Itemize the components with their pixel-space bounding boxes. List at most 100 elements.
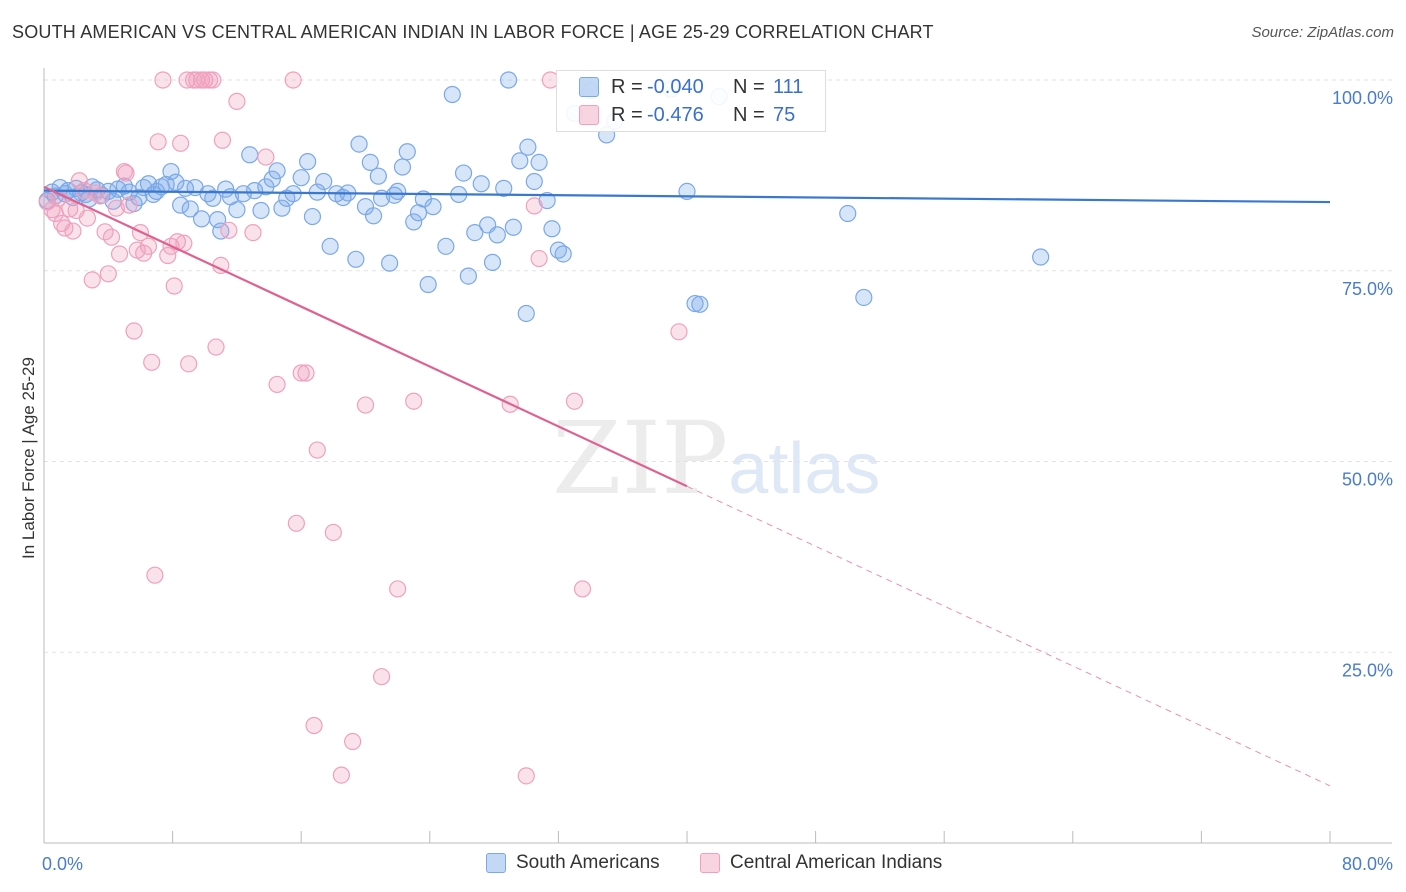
- data-point: [125, 322, 143, 340]
- data-point: [61, 200, 79, 218]
- data-point: [538, 191, 556, 210]
- legend-swatch-blue: [486, 853, 506, 873]
- data-point: [213, 131, 232, 149]
- data-point: [381, 254, 399, 272]
- legend-n-value: 75: [773, 103, 796, 126]
- legend-label: South Americans: [516, 852, 660, 873]
- data-point: [178, 71, 196, 89]
- data-point: [419, 275, 437, 294]
- legend-swatch-blue: [579, 77, 599, 97]
- data-point: [424, 198, 442, 216]
- data-point: [199, 185, 217, 203]
- legend-item-central-american-indians[interactable]: Central American Indians: [700, 852, 942, 874]
- legend-r-label: R =: [611, 75, 643, 98]
- watermark: ZIPatlas: [552, 400, 880, 517]
- data-point: [519, 138, 537, 156]
- data-point: [855, 288, 873, 307]
- data-point: [364, 207, 383, 225]
- trend-lines: [43, 185, 1331, 787]
- data-point: [86, 184, 105, 202]
- data-point: [143, 353, 161, 371]
- data-point: [64, 222, 82, 240]
- data-point: [573, 580, 592, 598]
- data-point: [332, 766, 350, 784]
- data-point: [83, 271, 101, 289]
- data-point: [398, 143, 416, 161]
- data-point: [495, 179, 513, 197]
- watermark-atlas: atlas: [728, 429, 881, 509]
- data-point: [167, 173, 185, 191]
- data-point: [102, 228, 121, 246]
- data-point: [220, 221, 238, 239]
- legend-r-label: R =: [611, 103, 643, 126]
- data-point: [139, 237, 158, 255]
- data-point: [165, 277, 183, 295]
- data-point: [324, 523, 342, 542]
- data-point: [315, 172, 333, 191]
- data-point: [228, 201, 246, 219]
- data-point: [1032, 248, 1050, 266]
- data-point: [117, 164, 135, 182]
- data-point: [554, 245, 572, 263]
- data-point: [172, 196, 190, 214]
- x-ticks: [43, 831, 1331, 843]
- data-point: [159, 246, 177, 265]
- data-point: [244, 224, 262, 242]
- data-point: [207, 338, 225, 356]
- legend-n-label: N =: [733, 103, 765, 126]
- legend-r-value: -0.040: [647, 75, 704, 98]
- data-point: [686, 294, 704, 313]
- data-point: [180, 355, 198, 373]
- data-point: [273, 199, 291, 217]
- data-point: [154, 71, 172, 89]
- data-point: [504, 218, 522, 236]
- data-point: [228, 92, 246, 110]
- data-point: [146, 566, 164, 584]
- legend-r-value: -0.476: [647, 103, 704, 126]
- legend-item-south-americans[interactable]: South Americans: [486, 852, 660, 874]
- data-point: [459, 267, 477, 285]
- data-point: [525, 197, 543, 215]
- data-point: [530, 153, 548, 172]
- data-point: [292, 364, 310, 382]
- data-point: [389, 580, 407, 598]
- data-point: [511, 152, 529, 170]
- series-legend: South Americans Central American Indians: [0, 852, 1406, 878]
- data-point: [405, 213, 423, 231]
- data-point: [107, 199, 125, 217]
- x-tick-labels: 0.0% 80.0%: [42, 854, 1393, 874]
- y-axis-label: In Labor Force | Age 25-29: [19, 357, 38, 559]
- data-point: [303, 207, 322, 226]
- y-tick-label: 25.0%: [1342, 660, 1393, 680]
- data-point: [297, 364, 315, 382]
- data-point: [350, 135, 368, 153]
- data-point: [372, 668, 391, 686]
- data-point: [369, 167, 387, 185]
- data-point: [443, 85, 461, 104]
- legend-n-value: 111: [773, 75, 804, 98]
- data-point: [268, 162, 286, 180]
- data-point: [99, 265, 117, 283]
- data-point: [257, 148, 275, 166]
- y-tick-label: 50.0%: [1342, 470, 1393, 490]
- data-point: [488, 226, 506, 244]
- trend-line: [43, 189, 1331, 204]
- data-point: [204, 71, 222, 89]
- data-point: [162, 162, 180, 181]
- data-point: [472, 175, 490, 193]
- data-point: [389, 182, 407, 200]
- data-point: [517, 767, 535, 785]
- data-point: [344, 732, 362, 751]
- source-label: Source: ZipAtlas.com: [1251, 24, 1394, 41]
- data-point: [252, 201, 270, 220]
- x-tick-label: 80.0%: [1342, 854, 1393, 874]
- data-point: [110, 245, 129, 263]
- y-tick-label: 75.0%: [1342, 279, 1393, 299]
- data-point: [356, 396, 375, 414]
- data-point: [393, 158, 412, 176]
- data-point: [241, 146, 259, 164]
- data-point: [454, 164, 473, 182]
- data-point: [284, 71, 302, 89]
- data-point: [292, 169, 310, 187]
- y-tick-label: 100.0%: [1332, 88, 1393, 108]
